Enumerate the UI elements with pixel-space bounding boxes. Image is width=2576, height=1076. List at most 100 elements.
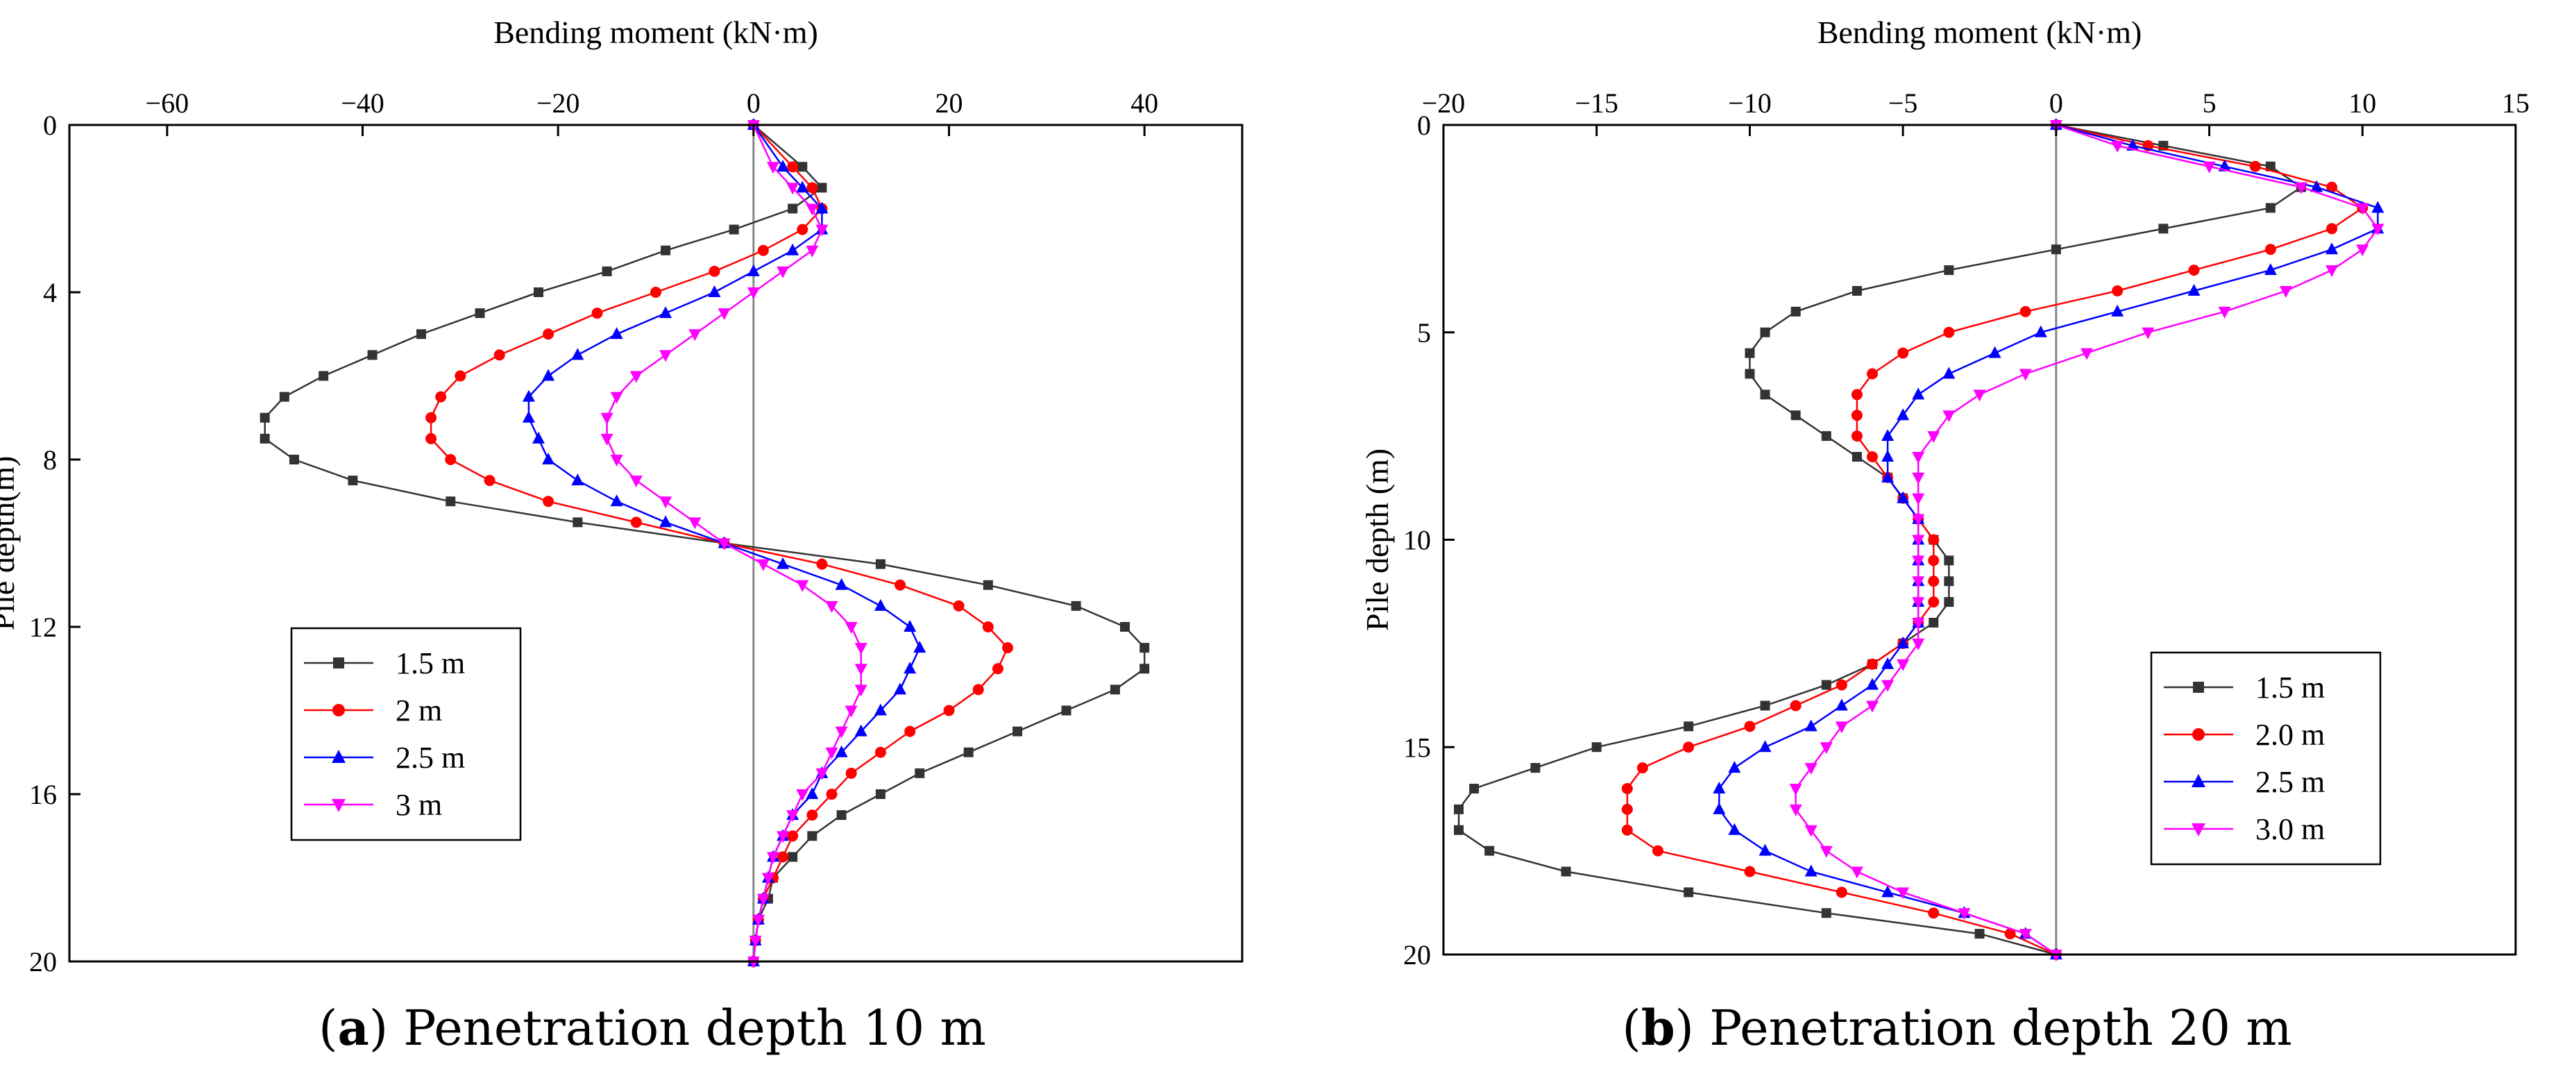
x-tick-label: 15 (2502, 87, 2530, 119)
data-point (807, 831, 817, 841)
data-point (1561, 866, 1571, 877)
data-point (659, 496, 672, 509)
data-point (532, 431, 545, 444)
y-axis-label: Pile depth(m) (0, 456, 21, 631)
data-point (1912, 493, 1925, 505)
data-point (2004, 928, 2016, 940)
data-point (854, 724, 867, 737)
data-point (874, 746, 886, 758)
data-point (659, 350, 672, 362)
y-tick-label: 10 (1403, 525, 1431, 556)
data-point (1139, 664, 1150, 674)
data-point (835, 745, 848, 757)
data-point (2356, 244, 2369, 257)
data-point (1928, 907, 1940, 919)
data-point (600, 412, 613, 425)
data-point (2371, 224, 2384, 236)
data-point (1591, 742, 1602, 753)
y-tick-label: 15 (1403, 732, 1431, 763)
data-point (1881, 657, 1895, 669)
data-point (788, 203, 798, 214)
data-point (1944, 597, 1954, 607)
x-tick-label: 0 (2049, 87, 2063, 119)
data-point (815, 224, 829, 237)
data-point (1804, 719, 1817, 732)
data-point (2112, 285, 2124, 296)
y-axis-label: Pile depth (m) (1359, 448, 1395, 631)
data-point (796, 180, 809, 193)
data-point (747, 287, 760, 299)
data-point (1928, 596, 1940, 608)
data-point (1897, 347, 1909, 359)
data-point (806, 245, 819, 258)
data-point (543, 328, 554, 340)
data-point (543, 496, 554, 507)
data-point (1804, 864, 1817, 877)
data-point (484, 475, 495, 487)
data-point (2264, 263, 2277, 276)
x-tick-label: −60 (146, 87, 189, 119)
y-tick-label: 20 (29, 946, 57, 977)
data-point (718, 308, 731, 321)
data-point (747, 264, 760, 276)
data-point (787, 830, 799, 842)
plot-frame (68, 124, 1244, 963)
data-point (1728, 823, 1741, 835)
data-point (806, 787, 819, 799)
data-point (1942, 367, 1956, 379)
data-point (826, 789, 838, 800)
data-point (2265, 203, 2276, 213)
data-point (2264, 244, 2276, 255)
legend: 1.5 m 2 m 2.5 m 3 m (290, 627, 522, 841)
data-point (475, 308, 485, 319)
legend-label-2: 2.5 m (2255, 765, 2325, 799)
data-point (2356, 203, 2369, 215)
data-point (786, 243, 799, 255)
y-tick-label: 16 (29, 779, 57, 810)
data-point (904, 620, 917, 632)
data-point (2034, 325, 2047, 337)
data-point (1867, 368, 1878, 380)
data-point (522, 410, 535, 423)
data-point (1683, 741, 1695, 753)
data-point (1621, 783, 1633, 794)
data-point (1942, 410, 1956, 423)
data-point (1958, 908, 1971, 921)
data-point (816, 558, 828, 570)
legend-marker-3 (332, 799, 346, 812)
legend-label-3: 3 m (396, 788, 442, 822)
data-point (875, 559, 886, 569)
legend-label-1: 2 m (396, 693, 442, 728)
data-point (777, 266, 790, 278)
data-point (1881, 429, 1895, 442)
data-point (650, 287, 661, 298)
data-point (2142, 327, 2155, 339)
data-point (1454, 804, 1464, 814)
data-point (777, 851, 789, 863)
data-point (571, 473, 584, 486)
data-point (1912, 514, 1925, 526)
data-point (1850, 866, 1863, 879)
data-point (1835, 721, 1848, 734)
x-tick-label: −5 (1888, 87, 1918, 119)
data-point (797, 162, 808, 172)
data-point (1621, 803, 1633, 815)
data-point (777, 831, 790, 843)
data-point (2310, 180, 2323, 192)
data-point (835, 726, 848, 739)
data-point (718, 538, 731, 550)
data-point (688, 329, 702, 342)
data-point (348, 476, 358, 486)
data-point (416, 329, 426, 339)
data-point (1912, 597, 1925, 610)
data-point (1820, 846, 1833, 858)
data-point (610, 494, 623, 507)
data-point (786, 810, 799, 823)
data-point (1852, 286, 1862, 296)
data-point (874, 598, 887, 611)
data-point (1110, 684, 1120, 695)
y-tick-label: 20 (1403, 939, 1431, 970)
data-point (1684, 721, 1694, 732)
data-point (854, 664, 867, 676)
data-point (806, 809, 818, 821)
